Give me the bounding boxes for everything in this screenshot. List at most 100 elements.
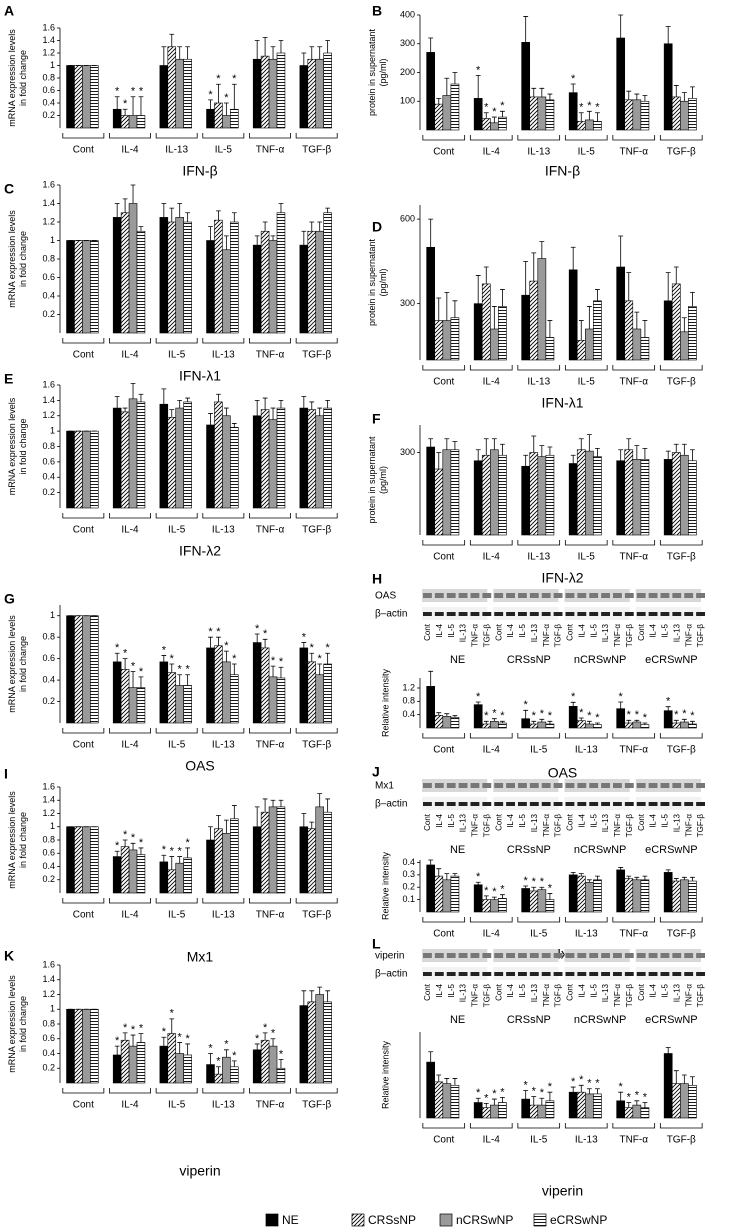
- error-bar: [539, 1097, 545, 1106]
- error-bar: [278, 203, 284, 213]
- y-tick-label: 0.6: [42, 456, 55, 466]
- error-bar: [523, 709, 529, 719]
- bar: [299, 647, 309, 724]
- bar: [260, 55, 270, 129]
- error-bar: [499, 289, 505, 307]
- bar: [276, 212, 286, 334]
- significance-star: *: [595, 102, 600, 114]
- error-bar: [428, 218, 434, 248]
- error-bar: [626, 1102, 632, 1108]
- x-tick-label: TGF-β: [302, 525, 331, 536]
- blot-band: [529, 783, 539, 788]
- blot-band: [613, 593, 622, 598]
- y-tick-label: 0.1: [402, 894, 415, 904]
- y-axis-label: protein in supernatant: [367, 238, 377, 326]
- y-axis-label: mRNA expression levels: [7, 791, 17, 889]
- bar: [66, 615, 75, 724]
- blot-lane-label: IL-4: [435, 983, 444, 997]
- blot-lane-label: TGF-β: [554, 984, 563, 1008]
- error-bar: [216, 393, 221, 402]
- significance-star: *: [532, 710, 537, 722]
- blot-band: [648, 783, 658, 788]
- error-bar: [586, 879, 592, 883]
- error-bar: [491, 438, 497, 450]
- blot-lane-label: TGF-β: [482, 984, 491, 1008]
- error-bar: [169, 207, 175, 222]
- significance-star: *: [271, 655, 276, 667]
- y-tick-label: 400: [400, 9, 415, 19]
- category-bracket: [517, 135, 561, 141]
- bar: [222, 115, 231, 129]
- bar: [120, 115, 130, 129]
- y-axis-label: in fold change: [18, 231, 28, 287]
- bar: [671, 283, 681, 361]
- bar: [450, 449, 460, 536]
- error-bar: [161, 388, 167, 405]
- blot-row-label: β–actin: [375, 969, 407, 980]
- bar: [663, 710, 673, 729]
- bar: [473, 460, 483, 536]
- error-bar: [208, 226, 213, 241]
- error-bar: [223, 650, 229, 662]
- x-tick-label: TGF-β: [302, 740, 331, 751]
- bar: [481, 283, 491, 361]
- blot-band: [696, 953, 705, 958]
- blot-lane-label: Cont: [423, 623, 432, 641]
- bar: [442, 716, 452, 729]
- error-bar: [452, 1078, 458, 1086]
- x-tick-label: IL-4: [483, 552, 501, 563]
- error-bar: [130, 184, 136, 204]
- category-bracket: [612, 135, 656, 141]
- bar: [214, 1073, 223, 1084]
- y-tick-label: 0.4: [42, 861, 55, 871]
- y-tick-label: 0.2: [402, 882, 415, 892]
- y-tick-label: 0.6: [42, 1033, 55, 1043]
- bar: [112, 661, 122, 724]
- bar: [214, 645, 223, 724]
- bar: [120, 411, 130, 509]
- blot-band: [660, 953, 670, 958]
- category-bracket: [422, 733, 466, 739]
- blot-row-label: viperin: [375, 951, 404, 962]
- category-bracket: [155, 133, 198, 139]
- significance-star: *: [185, 1033, 190, 1045]
- bar: [688, 460, 697, 536]
- error-bar: [483, 438, 489, 456]
- blot-band: [446, 972, 456, 976]
- blot-lane-label: IL-4: [649, 983, 658, 997]
- blot-band: [541, 783, 551, 788]
- blot-band: [518, 612, 527, 616]
- error-bar: [169, 409, 175, 418]
- error-bar: [169, 856, 175, 870]
- y-tick-label: 0.2: [42, 1063, 55, 1073]
- blot-band: [423, 593, 432, 598]
- error-bar: [436, 97, 442, 105]
- blot-lane-label: IL-13: [601, 983, 610, 1002]
- category-bracket: [249, 513, 291, 519]
- blot-row-label: OAS: [375, 591, 396, 602]
- error-bar: [626, 719, 632, 723]
- error-bar: [301, 813, 307, 827]
- bar: [640, 100, 650, 131]
- bar: [112, 856, 122, 894]
- bar: [624, 1107, 634, 1119]
- x-tick-label: TGF-β: [302, 145, 331, 156]
- error-bar: [452, 72, 458, 84]
- error-bar: [634, 311, 640, 329]
- error-bar: [325, 798, 331, 813]
- bar: [206, 1064, 215, 1084]
- bar: [230, 674, 239, 724]
- x-tick-label: IL-5: [530, 745, 548, 756]
- blot-band: [423, 972, 432, 976]
- blot-band: [636, 593, 646, 598]
- y-tick-label: 1.4: [42, 395, 55, 405]
- category-bracket: [109, 513, 151, 519]
- error-bar: [138, 226, 144, 232]
- blot-group-label: nCRSwNP: [574, 654, 627, 666]
- bar: [663, 872, 673, 913]
- blot-band: [506, 972, 515, 976]
- error-bar: [642, 320, 648, 338]
- x-tick-label: Cont: [433, 745, 454, 756]
- significance-star: *: [115, 86, 120, 98]
- category-bracket: [517, 1123, 561, 1129]
